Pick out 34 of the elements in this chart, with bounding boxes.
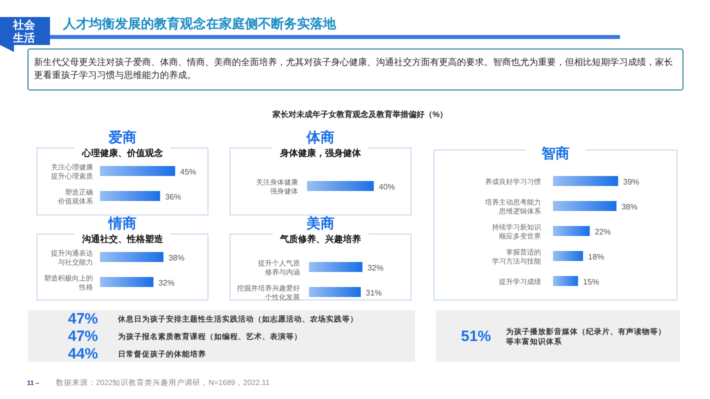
bar: [553, 201, 616, 211]
data-label: 47%: [68, 328, 98, 345]
text: 新生代父母更关注对孩子爱商、体商、情商、美商的全面培养，尤其对孩子身心健康、沟通社交方面有更高的要求。智商也尤为重要，但相比短期学习成绩，家长更看重孩子学习习惯与思维能力的养成。: [34, 56, 674, 82]
chart-title: 美商: [306, 215, 334, 231]
text: 家长对未成年子女教育观念及教育举措偏好（%）: [271, 109, 448, 119]
chart-title: 爱商: [108, 129, 136, 145]
chart-subtitle: 气质修养、兴趣培养: [279, 234, 361, 244]
data-label: 36%: [165, 192, 182, 202]
bar: [553, 276, 578, 286]
data-label: 15%: [583, 278, 600, 286]
chart-subtitle: 沟通社交、性格塑造: [81, 234, 164, 244]
bar: [553, 226, 590, 236]
data-label: 39%: [623, 178, 640, 186]
data-label: 18%: [588, 252, 604, 262]
data-label: 51%: [460, 328, 492, 345]
chart-title: 情商: [108, 215, 136, 231]
data-label: 38%: [168, 254, 184, 262]
data-label: 22%: [594, 228, 611, 236]
data-label: 31%: [366, 288, 382, 298]
data-label: 32%: [158, 278, 174, 288]
bar: [553, 251, 584, 261]
chart-title: 体商: [306, 129, 334, 145]
chart-title: 智商: [540, 145, 570, 161]
data-label: 40%: [378, 182, 395, 192]
data-label: 47%: [68, 310, 98, 328]
chart-subtitle: 身体健康，强身健体: [279, 148, 362, 158]
data-label: 44%: [68, 345, 98, 362]
bar: [553, 176, 618, 186]
data-label: 32%: [367, 264, 384, 272]
text: 人才均衡发展的教育观念在家庭侧不断务实落地: [62, 16, 337, 31]
data-label: 45%: [180, 168, 196, 176]
data-label: 38%: [621, 202, 638, 212]
text: 社会生活: [12, 18, 36, 44]
chart-subtitle: 心理健康、价值观念: [81, 148, 164, 158]
